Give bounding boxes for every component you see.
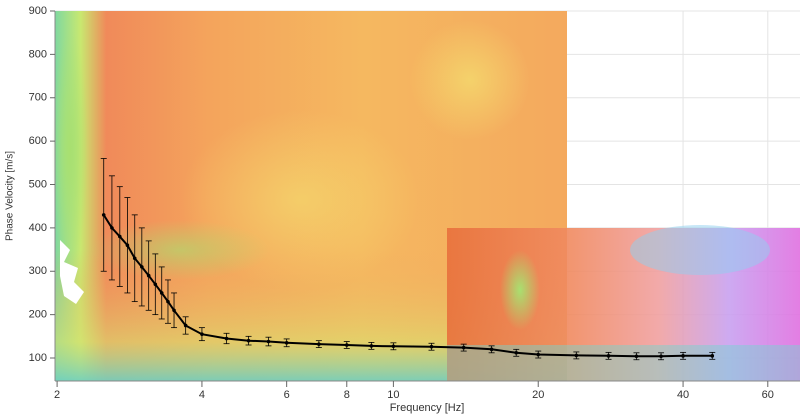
point [101,213,106,217]
dispersion-curve [102,214,713,358]
point [681,354,685,358]
point [125,243,130,248]
y-tick-label: 700 [29,92,47,104]
plot-area [52,10,800,381]
point [344,343,349,347]
y-tick-label: 400 [29,222,47,234]
y-tick-label: 100 [29,352,47,364]
heatmap-blob [500,250,540,330]
point [574,353,579,358]
point [391,344,396,349]
point [132,256,137,261]
point [317,342,321,346]
y-tick-label: 500 [29,178,47,190]
point [606,354,611,358]
point [369,344,374,348]
point [536,352,541,357]
point [172,308,176,313]
point [634,354,639,359]
x-tick-label: 60 [762,389,774,401]
point [146,273,151,278]
point [659,354,663,359]
point [514,351,519,355]
point [159,291,164,295]
y-tick-label: 300 [29,265,47,277]
point [710,354,715,358]
y-tick-label: 600 [29,135,47,147]
x-tick-label: 40 [677,389,689,401]
point [461,345,466,350]
y-tick-label: 200 [29,309,47,321]
point [118,234,122,239]
point [140,265,144,269]
x-tick-label: 8 [344,389,350,401]
point [246,338,251,343]
x-tick-label: 20 [532,389,544,401]
heatmap-blob [90,220,270,280]
point [489,347,494,352]
heatmap-blob [630,225,770,275]
point [166,299,170,304]
x-axis-label: Frequency [Hz] [390,402,465,414]
y-tick-label: 900 [29,5,47,17]
y-axis-label: Phase Velocity [m/s] [5,151,16,241]
masked-area [60,240,84,304]
point [200,332,204,336]
point [266,339,271,344]
point [183,323,188,328]
x-tick-label: 6 [284,389,290,401]
y-tick-label: 800 [29,48,47,60]
x-tick-label: 10 [387,389,399,401]
point [429,344,434,349]
point [153,282,158,287]
x-tick-label: 4 [199,389,205,401]
heatmap-blob [410,20,530,140]
point [224,336,229,341]
point [284,341,289,345]
point [110,226,114,230]
heatmap-blob [52,30,88,270]
x-tick-label: 2 [54,389,60,401]
